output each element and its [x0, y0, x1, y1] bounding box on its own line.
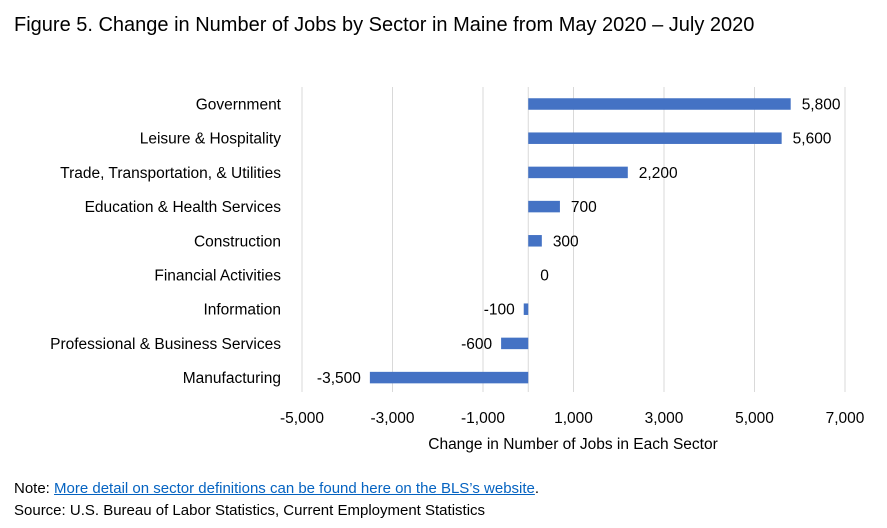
bar	[501, 337, 529, 350]
x-tick-label: -1,000	[461, 410, 505, 427]
x-tick-label: 7,000	[826, 410, 865, 427]
value-label: 700	[571, 199, 597, 216]
source-line: Source: U.S. Bureau of Labor Statistics,…	[14, 502, 486, 519]
x-tick-labels: -5,000 -3,000 -1,000 1,000 3,000 5,000 7,000	[280, 410, 865, 427]
value-label: 300	[553, 233, 579, 250]
x-tick-label: -5,000	[280, 410, 324, 427]
x-axis-title: Change in Number of Jobs in Each Sector	[428, 436, 718, 453]
figure-title: Figure 5. Change in Number of Jobs by Se…	[14, 14, 755, 36]
bar	[523, 303, 529, 315]
bar	[528, 235, 542, 247]
bar	[528, 132, 782, 144]
category-labels: Government Leisure & Hospitality Trade, Tr…	[50, 97, 282, 388]
category-label: Professional & Business Services	[50, 336, 281, 353]
bar	[369, 371, 529, 384]
value-label: -600	[461, 336, 492, 353]
value-label: 5,600	[793, 131, 832, 148]
category-label: Information	[203, 302, 281, 319]
x-tick-label: 1,000	[554, 410, 593, 427]
note: Note: More detail on sector definitions …	[14, 480, 539, 497]
category-label: Construction	[194, 233, 281, 250]
bls-definitions-link[interactable]: More detail on sector definitions can be…	[54, 480, 535, 497]
value-label: 0	[540, 268, 549, 285]
note-suffix: .	[534, 480, 540, 497]
value-label: 2,200	[639, 165, 678, 182]
category-label: Leisure & Hospitality	[140, 131, 282, 148]
value-labels: 5,800 5,600 2,200 700 300 0 -100 -600 -3,500	[317, 97, 841, 388]
value-label: -100	[484, 302, 515, 319]
x-tick-label: 3,000	[645, 410, 684, 427]
category-label: Financial Activities	[154, 268, 281, 285]
value-label: 5,800	[802, 97, 841, 114]
note-prefix: Note:	[14, 480, 55, 497]
value-label: -3,500	[317, 370, 361, 387]
category-label: Government	[196, 97, 282, 114]
x-tick-label: -3,000	[371, 410, 415, 427]
x-tick-label: 5,000	[735, 410, 774, 427]
category-label: Trade, Transportation, & Utilities	[60, 165, 281, 182]
category-label: Education & Health Services	[85, 199, 282, 216]
bars	[369, 98, 791, 384]
bar	[528, 200, 560, 213]
bar	[528, 98, 791, 110]
bar	[528, 166, 628, 179]
bar-chart: Government Leisure & Hospitality Trade, Tr…	[50, 87, 865, 453]
category-label: Manufacturing	[183, 370, 281, 387]
